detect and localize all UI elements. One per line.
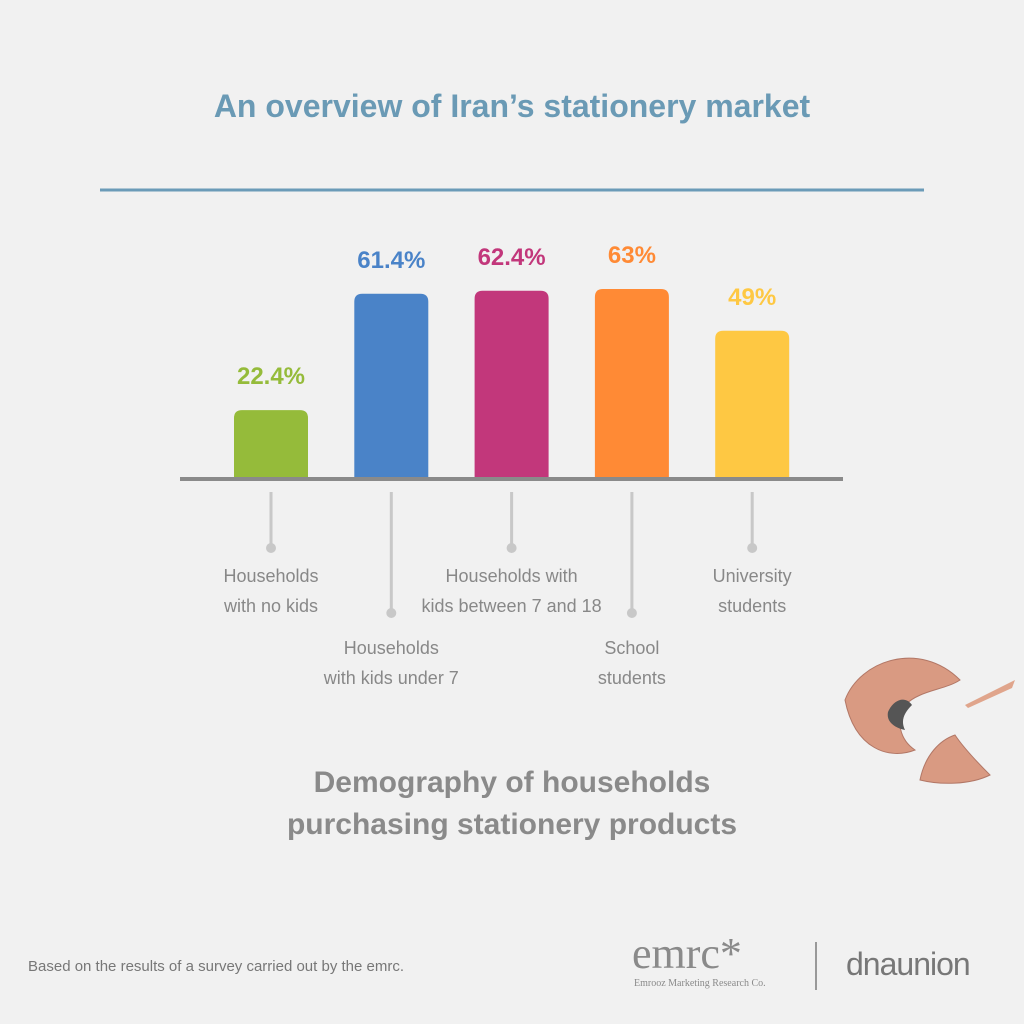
bar <box>594 289 669 477</box>
category-label: School students <box>597 638 666 688</box>
connector-dot <box>506 543 517 553</box>
value-label: 22.4% <box>237 363 305 390</box>
category-label: University students <box>712 566 792 616</box>
logo: emrc* <box>632 929 742 978</box>
bar <box>474 290 549 477</box>
pencil-shavings <box>844 657 1015 784</box>
bar <box>234 410 308 477</box>
chart-subtitle: Demography of households purchasing stat… <box>286 766 738 841</box>
footer-note: Based on the results of a survey carried… <box>28 958 405 975</box>
bar <box>715 330 790 477</box>
value-label: 63% <box>608 242 656 269</box>
value-label: 61.4% <box>357 247 425 274</box>
category-label: Households with kids under 7 <box>323 638 459 688</box>
connector-dot <box>386 608 397 618</box>
connector-dot <box>626 608 637 618</box>
logo-caption: Emrooz Marketing Research Co. <box>634 978 766 989</box>
bar <box>354 293 429 477</box>
category-label: Households with kids between 7 and 18 <box>421 566 602 616</box>
category-label: Households with no kids <box>223 566 319 616</box>
chart-title: An overview of Iran’s stationery market <box>213 88 811 124</box>
divider <box>815 942 817 990</box>
connector-dot <box>266 543 276 553</box>
partner-logo: dnaunion <box>846 946 971 982</box>
value-label: 62.4% <box>478 244 546 271</box>
connector-dot <box>747 543 758 553</box>
value-label: 49% <box>728 284 776 311</box>
